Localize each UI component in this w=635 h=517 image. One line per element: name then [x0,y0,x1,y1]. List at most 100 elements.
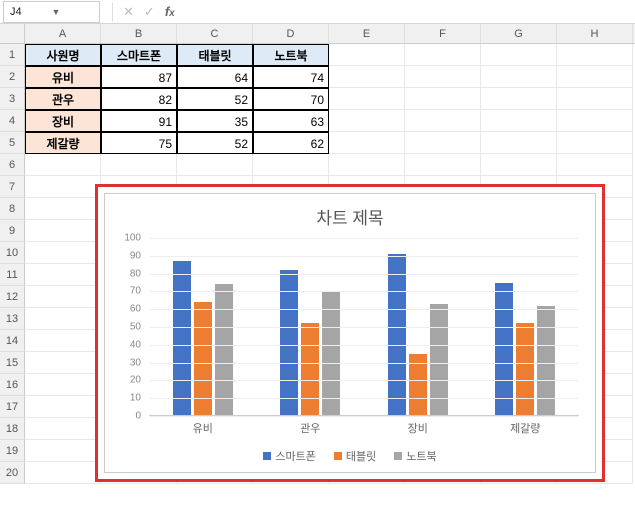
chart-selection-outline[interactable]: 차트 제목 0102030405060708090100 유비관우장비제갈량 스… [95,184,605,482]
row-header[interactable]: 19 [0,440,25,462]
cell[interactable]: 관우 [25,88,101,110]
row-header[interactable]: 3 [0,88,25,110]
chart-bar[interactable] [516,323,534,416]
cell[interactable] [329,44,405,66]
cell[interactable]: 유비 [25,66,101,88]
row-header[interactable]: 20 [0,462,25,484]
chart-bar[interactable] [388,254,406,416]
fx-icon[interactable]: fx [165,4,175,19]
name-box[interactable]: J4 ▼ [3,1,100,23]
cell[interactable] [25,418,101,440]
cell[interactable] [329,110,405,132]
chart-title[interactable]: 차트 제목 [105,194,595,233]
cell[interactable] [405,154,481,176]
cell[interactable]: 52 [177,132,253,154]
cell[interactable]: 74 [253,66,329,88]
cell[interactable] [481,88,557,110]
cell[interactable]: 70 [253,88,329,110]
cell[interactable] [329,154,405,176]
cell[interactable]: 장비 [25,110,101,132]
spreadsheet-grid[interactable]: ABCDEFGH 1사원명스마트폰태블릿노트북2유비8764743관우82527… [0,24,635,484]
row-header[interactable]: 17 [0,396,25,418]
chart-legend[interactable]: 스마트폰 태블릿 노트북 [105,448,595,464]
row-header[interactable]: 8 [0,198,25,220]
column-header[interactable]: B [101,24,177,43]
cell[interactable] [25,176,101,198]
column-header[interactable]: D [253,24,329,43]
cell[interactable]: 노트북 [253,44,329,66]
cell[interactable]: 35 [177,110,253,132]
chart-bar[interactable] [301,323,319,416]
cell[interactable]: 87 [101,66,177,88]
cell[interactable] [25,352,101,374]
row-header[interactable]: 5 [0,132,25,154]
cell[interactable] [253,154,329,176]
cell[interactable] [557,88,633,110]
row-header[interactable]: 14 [0,330,25,352]
cell[interactable] [405,66,481,88]
cell[interactable] [405,110,481,132]
cell[interactable] [329,132,405,154]
row-header[interactable]: 13 [0,308,25,330]
row-header[interactable]: 11 [0,264,25,286]
chart-legend-item[interactable]: 태블릿 [334,448,376,464]
cell[interactable]: 64 [177,66,253,88]
cell[interactable]: 사원명 [25,44,101,66]
row-header[interactable]: 7 [0,176,25,198]
cell[interactable]: 제갈량 [25,132,101,154]
cell[interactable] [557,44,633,66]
row-header[interactable]: 1 [0,44,25,66]
row-header[interactable]: 15 [0,352,25,374]
row-header[interactable]: 12 [0,286,25,308]
row-header[interactable]: 9 [0,220,25,242]
column-header[interactable]: A [25,24,101,43]
embedded-chart[interactable]: 차트 제목 0102030405060708090100 유비관우장비제갈량 스… [104,193,596,473]
cell[interactable] [25,154,101,176]
cell[interactable]: 태블릿 [177,44,253,66]
cell[interactable] [557,110,633,132]
cell[interactable] [329,88,405,110]
row-header[interactable]: 10 [0,242,25,264]
cell[interactable] [25,374,101,396]
chart-bar[interactable] [495,283,513,417]
chart-bar[interactable] [215,284,233,416]
cell[interactable] [405,44,481,66]
cell[interactable] [101,154,177,176]
cell[interactable] [557,132,633,154]
cell[interactable] [25,440,101,462]
column-header[interactable]: G [481,24,557,43]
row-header[interactable]: 6 [0,154,25,176]
cell[interactable] [25,308,101,330]
cell[interactable] [329,66,405,88]
column-header[interactable]: C [177,24,253,43]
name-box-dropdown-icon[interactable]: ▼ [52,7,94,17]
cell[interactable] [405,88,481,110]
cell[interactable]: 52 [177,88,253,110]
cell[interactable] [481,154,557,176]
row-header[interactable]: 16 [0,374,25,396]
column-header[interactable]: H [557,24,633,43]
column-header[interactable]: F [405,24,481,43]
cell[interactable] [481,44,557,66]
chart-plot-area[interactable]: 유비관우장비제갈량 [149,238,579,416]
cell[interactable]: 75 [101,132,177,154]
cell[interactable]: 62 [253,132,329,154]
column-header[interactable]: E [329,24,405,43]
cell[interactable] [177,154,253,176]
cell[interactable] [405,132,481,154]
chart-legend-item[interactable]: 노트북 [394,448,436,464]
cell[interactable] [481,132,557,154]
cell[interactable]: 63 [253,110,329,132]
chart-legend-item[interactable]: 스마트폰 [263,448,315,464]
cell[interactable]: 82 [101,88,177,110]
cell[interactable] [25,330,101,352]
row-header[interactable]: 18 [0,418,25,440]
cell[interactable]: 91 [101,110,177,132]
cell[interactable] [25,242,101,264]
cell[interactable] [25,220,101,242]
chart-bar[interactable] [537,306,555,416]
row-header[interactable]: 2 [0,66,25,88]
chart-bar[interactable] [173,261,191,416]
row-header[interactable]: 4 [0,110,25,132]
cell[interactable] [25,462,101,484]
